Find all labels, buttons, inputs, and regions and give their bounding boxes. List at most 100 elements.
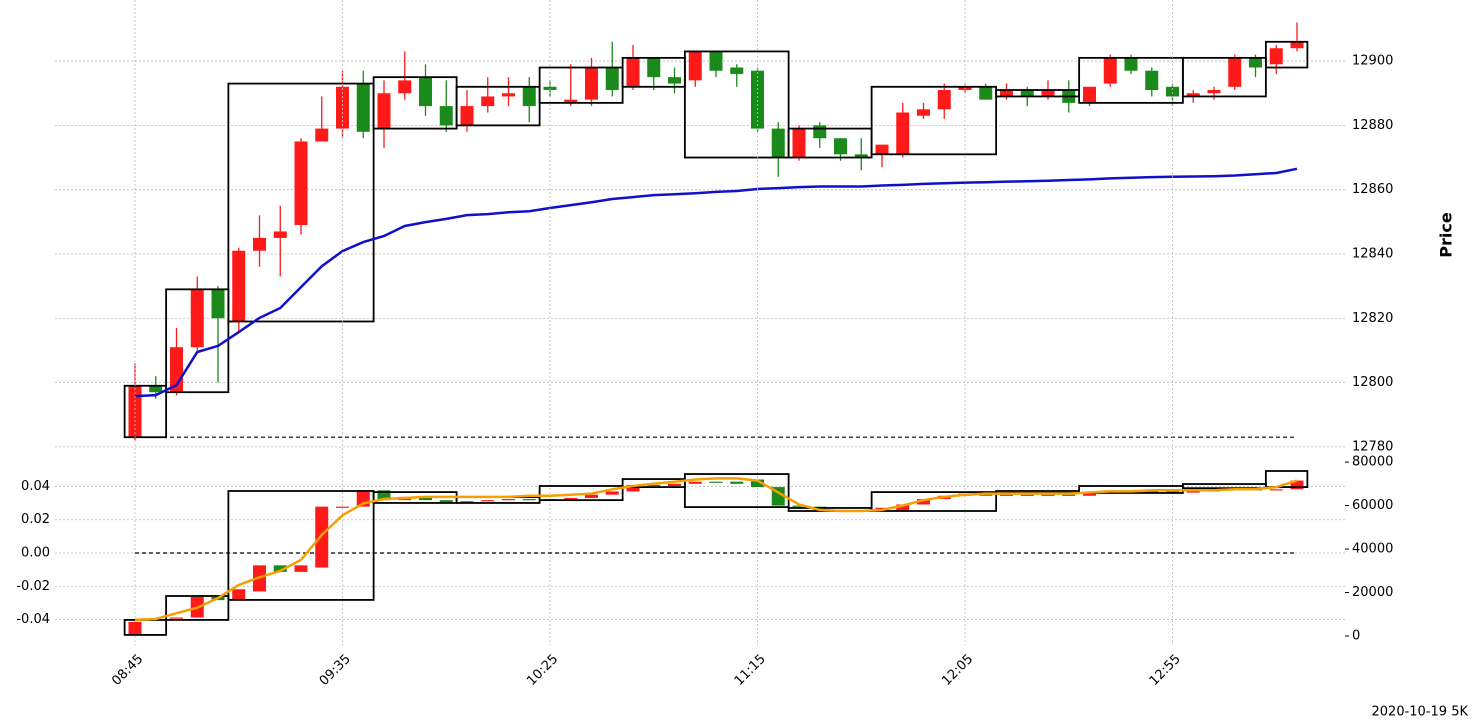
y2-tick-label: 80000: [1352, 455, 1393, 470]
y-axis-label: Price: [1437, 212, 1456, 258]
candle-body: [460, 501, 474, 503]
candle-body: [1186, 93, 1200, 97]
range-box: [870, 491, 998, 512]
candle-body: [1000, 494, 1013, 496]
x-tick-label: 10:25: [524, 652, 561, 689]
candle-body: [937, 90, 951, 110]
y-tick-label: 0.04: [21, 479, 50, 494]
candle-body: [1145, 491, 1159, 493]
candle-body: [190, 289, 204, 348]
candle-body: [253, 237, 266, 251]
candle-body: [1269, 48, 1283, 65]
candle-body: [170, 617, 183, 619]
candle-body: [605, 67, 619, 91]
candle-body: [273, 231, 287, 238]
candle-body: [294, 141, 308, 226]
y-tick-label: 12800: [1352, 375, 1393, 390]
y2-tick-label: 40000: [1352, 542, 1393, 557]
candle-body: [917, 109, 930, 116]
candle-body: [585, 494, 598, 498]
y-tick-label: 12780: [1352, 439, 1393, 454]
candle-body: [315, 506, 329, 568]
candle-body: [730, 67, 744, 74]
candle-body: [419, 496, 432, 501]
x-tick-label: 11:15: [732, 652, 769, 689]
range-box: [683, 50, 790, 159]
y-tick-label: 12820: [1352, 311, 1393, 326]
candle-body: [1166, 86, 1179, 97]
candle-body: [356, 83, 370, 132]
candle-body: [439, 106, 453, 126]
candle-body: [688, 51, 702, 81]
candle-body: [1083, 493, 1096, 496]
candle-body: [460, 106, 474, 126]
candle-body: [1000, 90, 1013, 97]
candle-body: [502, 499, 515, 501]
candle-body: [917, 499, 930, 505]
candle-body: [1020, 494, 1034, 496]
candle-body: [1290, 41, 1304, 49]
candle-body: [1166, 491, 1179, 493]
candle-body: [1041, 90, 1055, 97]
candle-body: [751, 479, 764, 488]
x-tick-label: 09:35: [317, 652, 354, 689]
range-box: [165, 288, 230, 394]
candle-body: [896, 112, 910, 155]
candle-body: [149, 385, 163, 393]
candle-body: [647, 484, 661, 487]
y-tick-label: -0.02: [16, 579, 50, 594]
candle-body: [315, 128, 329, 142]
candle-body: [1124, 57, 1138, 71]
candle-body: [1062, 494, 1076, 496]
candle-body: [481, 96, 495, 107]
candle-body: [647, 57, 661, 78]
candle-body: [481, 500, 495, 502]
candle-body: [605, 491, 619, 495]
candle-body: [377, 490, 391, 501]
candle-body: [709, 481, 723, 483]
candle-body: [1290, 480, 1304, 490]
candle-body: [1041, 494, 1055, 496]
range-box: [870, 85, 998, 156]
candle-body: [771, 128, 785, 158]
candle-body: [979, 86, 993, 100]
candle-body: [792, 128, 806, 158]
range-box: [1264, 470, 1309, 488]
candle-body: [626, 484, 640, 492]
candle-body: [522, 499, 536, 501]
candle-body: [336, 86, 349, 129]
candle-body: [792, 505, 806, 507]
candle-body: [398, 80, 412, 94]
x-tick-label: 12:55: [1147, 652, 1184, 689]
candle-body: [1145, 70, 1159, 91]
y-tick-label: 12880: [1352, 118, 1393, 133]
candle-body: [211, 289, 225, 319]
candle-body: [626, 57, 640, 87]
candle-body: [294, 565, 308, 572]
y2-tick-label: 60000: [1352, 498, 1393, 513]
candle-body: [896, 504, 910, 511]
candle-body: [1020, 90, 1034, 97]
candle-body: [439, 500, 453, 503]
candle-body: [875, 144, 889, 155]
candle-body: [813, 125, 827, 139]
candle-body: [1249, 57, 1262, 68]
range-box: [165, 595, 230, 621]
candle-body: [854, 154, 868, 158]
y2-tick-label: 0: [1352, 629, 1360, 644]
candle-body: [1186, 491, 1200, 493]
candle-body: [377, 93, 391, 129]
candle-body: [730, 481, 744, 484]
y-tick-label: 12860: [1352, 182, 1393, 197]
candle-body: [1228, 57, 1242, 87]
x-tick-label: 08:45: [109, 652, 146, 689]
candle-body: [128, 621, 142, 635]
candle-body: [336, 506, 349, 508]
average-line: [134, 477, 1298, 621]
candle-body: [688, 481, 702, 484]
candle-body: [1103, 57, 1117, 84]
candle-body: [668, 483, 681, 486]
y-tick-label: 12900: [1352, 54, 1393, 69]
candle-body: [1083, 86, 1096, 103]
